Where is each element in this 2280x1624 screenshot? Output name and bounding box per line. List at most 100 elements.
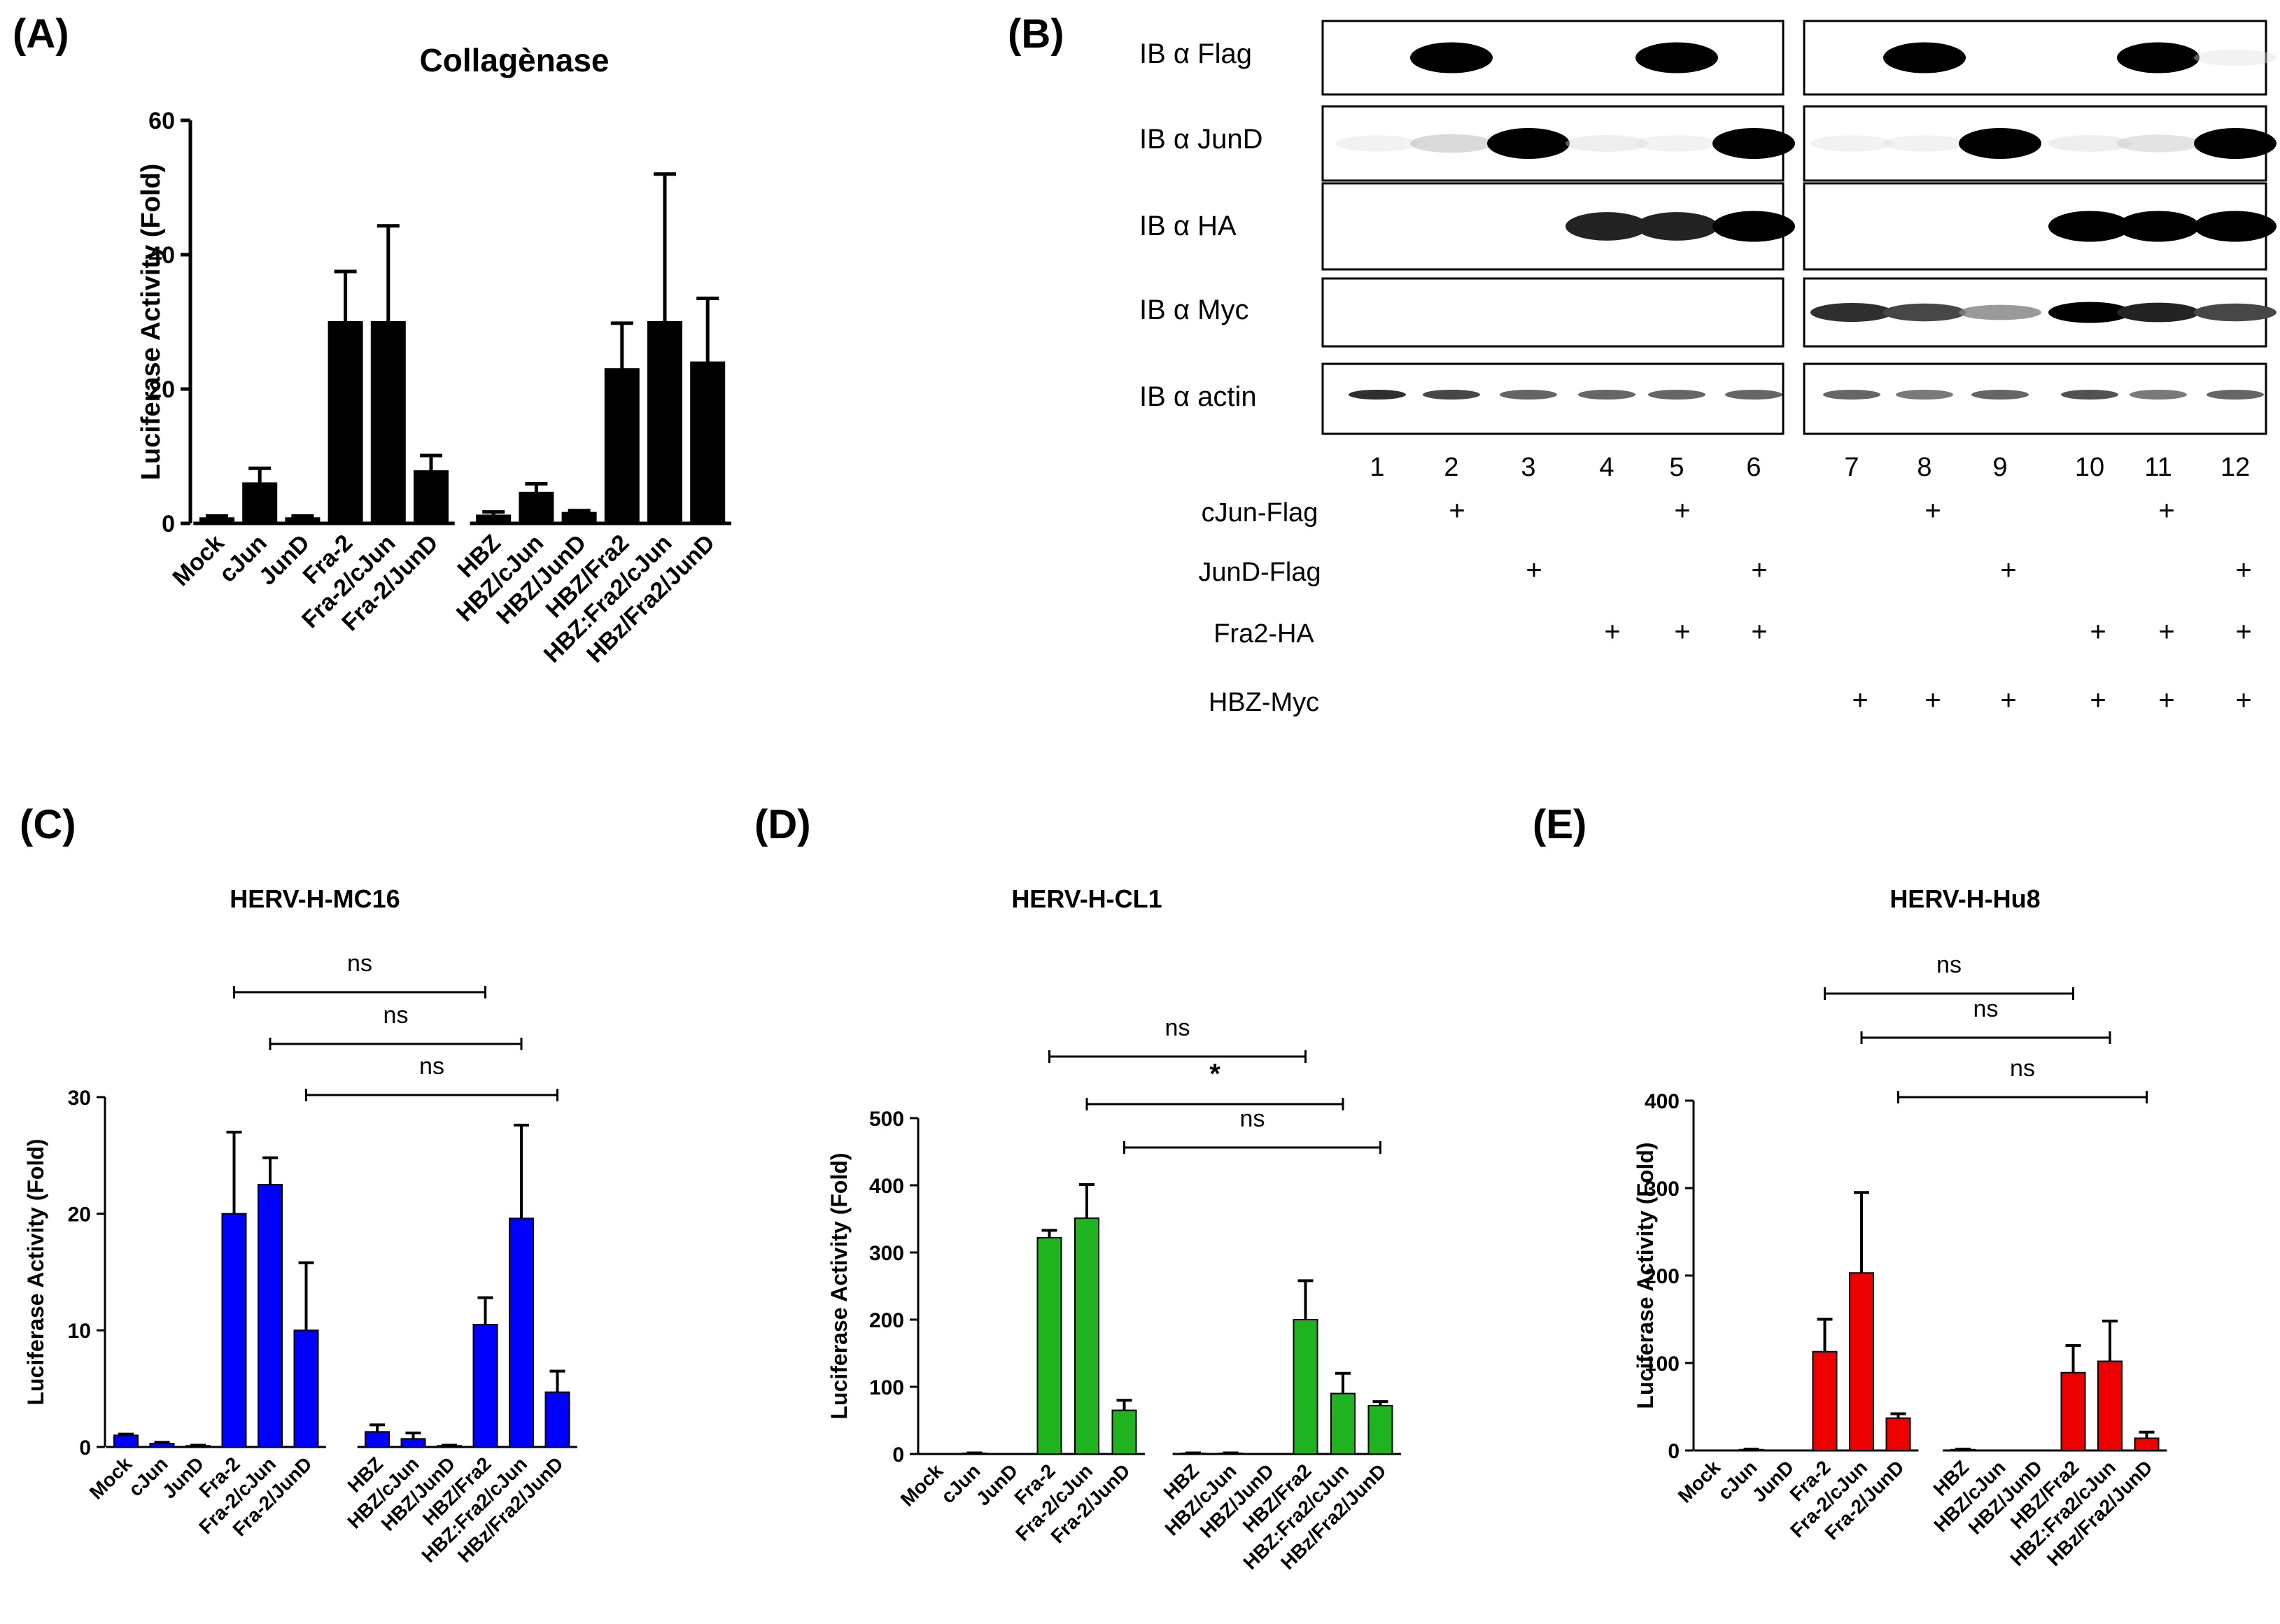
lane-number: 12 [2221, 453, 2250, 482]
y-tick-label: 200 [1645, 1265, 1680, 1288]
blot-row-label: IB α JunD [1139, 124, 1263, 155]
condition-mark: + [2090, 685, 2106, 716]
blot-band [1971, 390, 2029, 400]
blot-band [1648, 390, 1705, 400]
blot-band [1712, 128, 1795, 159]
bar [476, 514, 512, 524]
bar [1812, 1350, 1838, 1451]
chart-e: HERV-H-Hu8 0 100 200 300 400 Luciferase Activi… [1633, 884, 2167, 1570]
significance-label: ns [2010, 1055, 2035, 1082]
bar [370, 321, 406, 524]
bar [400, 1438, 426, 1448]
y-tick-label: 60 [148, 108, 175, 134]
bar [1293, 1319, 1318, 1455]
significance-label: ns [1936, 952, 1962, 978]
panel-label-b: (B) [1008, 11, 1064, 57]
blot-band [1487, 128, 1570, 159]
x-tick-label: Mock [167, 530, 229, 591]
bar [2060, 1371, 2086, 1451]
y-tick-label: 500 [869, 1108, 904, 1131]
bar [414, 470, 449, 524]
bar [365, 1431, 390, 1448]
bar [149, 1443, 175, 1448]
blot-band [1423, 390, 1480, 400]
condition-label: cJun-Flag [1202, 498, 1318, 528]
y-tick-label: 400 [1645, 1090, 1680, 1113]
blot-band [1336, 135, 1419, 152]
x-tick-label: JunD [254, 530, 315, 591]
bar [2097, 1360, 2123, 1451]
condition-mark: + [2235, 555, 2251, 586]
y-tick-label: 400 [869, 1175, 904, 1198]
bar [285, 517, 321, 525]
bar [258, 1184, 283, 1448]
blot-band [1635, 42, 1718, 73]
significance-label: ns [1165, 1015, 1190, 1041]
lane-number: 1 [1370, 453, 1384, 482]
bar [690, 361, 726, 524]
panel-label-a: (A) [13, 11, 69, 57]
blot-band [2117, 211, 2200, 242]
y-tick-label: 200 [869, 1309, 904, 1332]
y-tick-label: 300 [1645, 1178, 1680, 1201]
significance-label: ns [1240, 1106, 1265, 1132]
bar [199, 517, 234, 525]
bar [472, 1324, 498, 1448]
blot-band [1565, 135, 1648, 152]
lane-number: 7 [1844, 453, 1859, 482]
x-tick-label: Mock [1674, 1456, 1725, 1507]
blot-band [2117, 42, 2200, 73]
blot-band [1725, 390, 1782, 400]
y-tick-label: 300 [869, 1242, 904, 1265]
condition-mark: + [1449, 495, 1465, 526]
y-tick-label: 0 [79, 1436, 91, 1460]
bar [1330, 1392, 1356, 1455]
bar [328, 321, 363, 524]
blot-row-label: IB α Flag [1139, 38, 1252, 69]
y-tick-label: 100 [869, 1376, 904, 1399]
y-tick-label: 10 [68, 1320, 91, 1343]
chart-c: HERV-H-MC16 0 10 20 30 Luciferase Activity (F… [23, 884, 577, 1567]
blot-band [1565, 212, 1648, 241]
blot-band [1959, 304, 2041, 320]
chart-title: HERV-H-CL1 [1011, 884, 1162, 913]
lane-number: 8 [1917, 453, 1931, 482]
condition-mark: + [1751, 616, 1767, 647]
lane-number: 4 [1599, 453, 1614, 482]
blot-band [2061, 390, 2118, 400]
blot-row-label: IB α HA [1139, 211, 1237, 241]
blot-band [1883, 135, 1966, 152]
lane-number: 2 [1444, 453, 1458, 482]
y-tick-label: 20 [148, 376, 175, 403]
y-axis-label: Luciferase Activity (Fold) [1633, 1142, 1658, 1408]
blot-frame [1803, 362, 2267, 435]
blot-band [2194, 128, 2277, 159]
condition-mark: + [1674, 495, 1690, 526]
bar [647, 321, 682, 524]
blot-band [1896, 390, 1953, 400]
y-axis-label: Luciferase Activity (Fold) [136, 164, 166, 481]
blot-frame [1321, 362, 1785, 435]
blot-band [1810, 135, 1893, 152]
blot-band [2117, 134, 2200, 153]
significance-label: * [1209, 1059, 1220, 1089]
condition-label: JunD-Flag [1198, 558, 1321, 587]
bar [604, 368, 640, 525]
bar [1367, 1404, 1393, 1455]
chart-title: HERV-H-MC16 [230, 884, 400, 913]
significance-label: ns [419, 1053, 444, 1080]
blot-band [2117, 302, 2200, 323]
blot-band [2130, 390, 2187, 400]
lane-number: 3 [1521, 453, 1535, 482]
x-tick-label: Mock [85, 1453, 136, 1504]
bar [1036, 1236, 1062, 1455]
condition-label: Fra2-HA [1213, 619, 1314, 649]
blot-band [1410, 134, 1493, 153]
lane-number: 6 [1746, 453, 1761, 482]
condition-mark: + [2158, 685, 2174, 716]
lane-number: 10 [2075, 453, 2104, 482]
condition-mark: + [2090, 616, 2106, 647]
blot-band [2194, 303, 2277, 322]
y-axis-label: Luciferase Activity (Fold) [23, 1138, 48, 1405]
condition-label: HBZ-Myc [1209, 688, 1319, 717]
